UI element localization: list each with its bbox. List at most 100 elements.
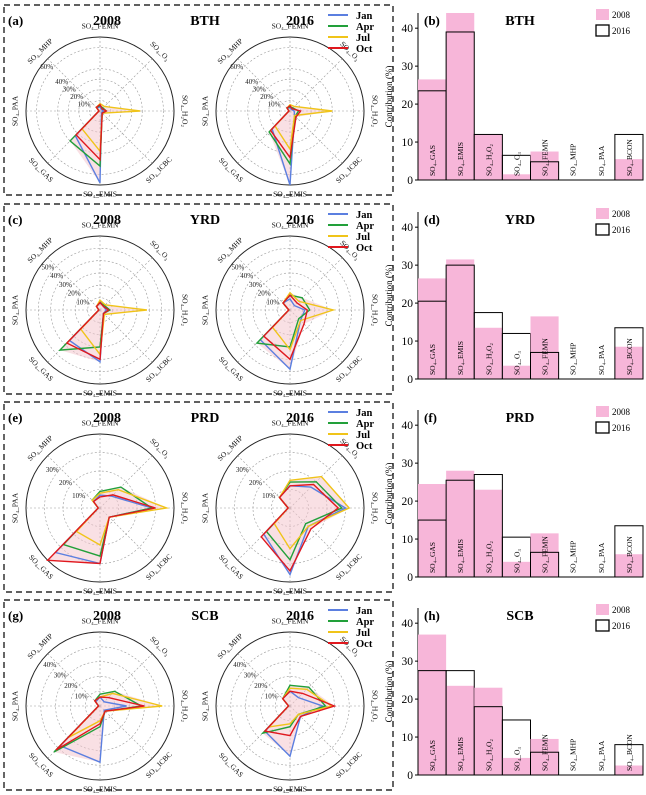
radar-row-4: 10%20%30%40%SO₄_FEMNSO₄_O₃SO₄_H₂O₂SO₄_IC… [3,599,394,794]
legend-label-jan: Jan [356,210,373,221]
legend-label-2008: 2008 [612,605,631,615]
bar-category-label: SO₄_FEMN [541,536,550,573]
legend-label-2016: 2016 [612,26,631,36]
bar-category-label: SO₄_FEMN [541,734,550,771]
bar-category-label: SO₄_PAA [597,145,606,176]
radar-row-2: 10%20%30%40%50%SO₄_FEMNSO₄_O₃SO₄_H₂O₂SO₄… [3,203,394,398]
radar-ring-label: 40% [50,272,63,280]
radar-ring-label: 30% [63,86,76,94]
radar-axis-label: SO₄_FEMN [272,419,309,428]
radar-spoke [47,58,101,112]
bar-category-label: SO₄_GAS [428,344,437,375]
radar-spoke [237,257,291,311]
legend-label-2008: 2008 [612,209,631,219]
radar-ring-label: 20% [68,290,81,298]
legend-label-jan: Jan [356,11,373,22]
bar-y-tick-label: 30 [402,656,414,668]
bar-y-tick-label: 0 [407,374,413,386]
radar-axis-label: SO₄_MHP [215,433,244,462]
bar-chart-title: SCB [506,609,533,624]
bar-2008 [502,757,531,775]
radar-axis-label: SO₄_FEMN [82,22,119,31]
bar-chart-1: 0 10 20 30 40 Contribution (%) SO₄_GAS SO₄_EMIS… [384,9,644,187]
legend-label-apr: Apr [356,617,374,628]
radar-axis-label: SO₄_MHP [25,235,54,264]
radar-region-title: SCB [191,609,218,624]
bar-2008 [502,174,531,180]
bar-y-tick-label: 0 [407,175,413,187]
panel-label: (a) [8,13,23,28]
radar-chart: 10%20%30%SO₄_FEMNSO₄_O₃SO₄_H₂O₂SO₄_ICBCS… [201,411,380,596]
radar-ring-label: 60% [40,63,53,71]
radar-spoke [289,110,343,164]
bar-category-label: SO₄_MHP [569,541,578,573]
bar-2016 [530,751,560,776]
radar-chart: 10%20%30%40%60%SO₄_FEMNSO₄_O₃SO₄_H₂O₂SO₄… [201,14,380,199]
radar-axis-label: SO₄_FEMN [272,617,309,626]
radar-chart: 10%20%30%40%50%SO₄_FEMNSO₄_O₃SO₄_H₂O₂SO₄… [8,212,189,398]
bar-y-tick-label: 40 [402,23,414,35]
legend-label-2016: 2016 [612,621,631,631]
bar-y-axis-label: Contribution (%) [384,265,394,327]
bar-y-tick-label: 10 [402,534,414,546]
bar-category-label: SO₄_BCON [625,139,634,176]
radar-ring-label: 10% [78,101,91,109]
legend-label-jul: Jul [356,33,370,44]
radar-ring-label: 10% [268,101,281,109]
radar-axis-label: SO₄_PAA [201,294,210,325]
bar-y-tick-label: 40 [402,618,414,630]
bar-category-label: SO₄_MHP [569,739,578,771]
radar-year-title: 2016 [286,213,314,228]
bar-2008 [614,554,643,577]
bar-legend: 2008 2016 [595,406,631,434]
bar-2016 [530,161,560,181]
radar-year-title: 2008 [93,213,121,228]
radar-series-oct [55,696,145,751]
bar-chart-2: 0 10 20 30 40 Contribution (%) SO₄_GAS SO₄_EMIS… [384,208,644,386]
radar-series-oct [260,483,340,573]
radar-axis-label: SO₄_PAA [11,294,20,325]
panel-label: (e) [8,410,22,425]
radar-series-oct [75,103,108,162]
legend-swatch-2016 [595,24,610,37]
radar-ring-label: 30% [253,86,266,94]
radar-ring-label: 60% [230,63,243,71]
bar-category-label: SO₄_O₃ [512,549,521,573]
radar-ring-label: 10% [266,298,279,306]
bar-category-label: SO₄_H₂O₂ [484,343,493,375]
bar-category-label: SO₄_EMIS [456,142,465,176]
panel-label: (c) [8,212,22,227]
radar-axis-label: SO₄_MHP [25,433,54,462]
bar-2008 [418,484,447,577]
radar-region-title: YRD [190,213,220,228]
radar-year-title: 2016 [286,411,314,426]
bar-legend: 2008 2016 [595,9,631,37]
radar-axis-label: SO₄_EMIS [273,587,307,596]
radar-axis-label: SO₄_EMIS [83,190,117,199]
bar-y-axis-label: Contribution (%) [384,66,394,128]
radar-spoke [47,455,101,509]
legend-swatch-2008 [596,604,609,615]
radar-series-oct [262,294,309,361]
radar-series-oct [263,690,337,737]
radar-axis-label: SO₄_FEMN [82,419,119,428]
radar-ring-label: 30% [244,672,257,680]
bar-2008 [614,765,643,775]
legend-swatch-2016 [595,223,610,236]
legend-label-jan: Jan [356,408,373,419]
radar-spoke [47,653,101,707]
legend-label-2016: 2016 [612,423,631,433]
legend-label-2016: 2016 [612,225,631,235]
panel-label: (b) [424,13,440,28]
radar-axis-label: SO₄_PAA [201,690,210,721]
legend-label-jul: Jul [356,628,370,639]
bar-2016 [530,351,560,380]
radar-spoke [99,705,153,759]
panel-label: (h) [424,608,440,623]
radar-chart: 10%20%30%40%50%SO₄_FEMNSO₄_O₃SO₄_H₂O₂SO₄… [201,213,380,398]
radar-ring-label: 10% [75,693,88,701]
bar-category-label: SO₄_EMIS [456,341,465,375]
radar-ring-label: 10% [265,693,278,701]
radar-axis-label: SO₄_FEMN [272,221,309,230]
